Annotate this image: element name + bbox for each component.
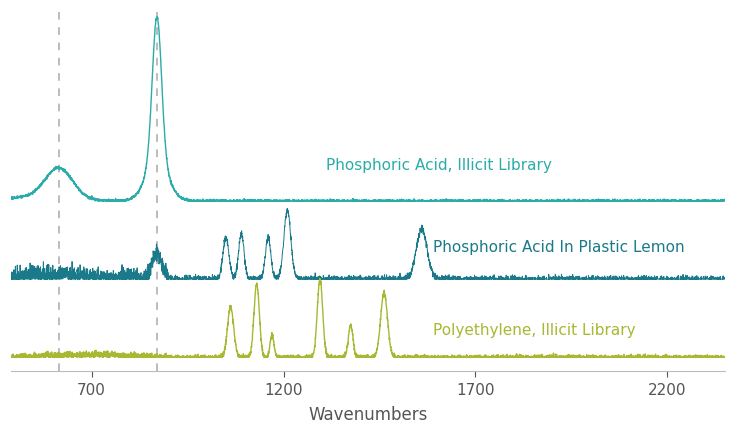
Text: Polyethylene, Illicit Library: Polyethylene, Illicit Library (433, 322, 636, 338)
Text: Phosphoric Acid In Plastic Lemon: Phosphoric Acid In Plastic Lemon (433, 240, 685, 255)
Text: Phosphoric Acid, Illicit Library: Phosphoric Acid, Illicit Library (326, 157, 551, 172)
X-axis label: Wavenumbers: Wavenumbers (308, 405, 428, 423)
